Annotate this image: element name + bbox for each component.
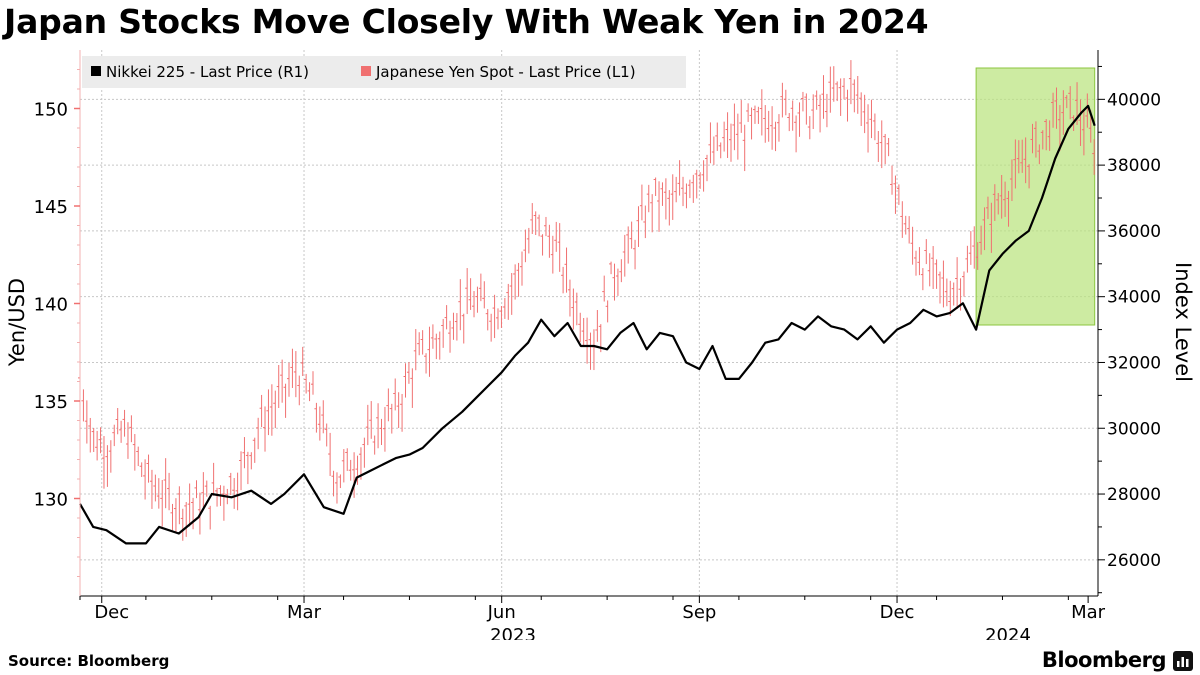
left-tick-label: 145: [34, 197, 68, 218]
source-note: Source: Bloomberg: [8, 652, 170, 670]
x-tick-label: Sep: [682, 602, 716, 623]
right-tick-label: 30000: [1107, 419, 1161, 439]
left-tick-label: 150: [34, 100, 68, 121]
left-tick-label: 140: [34, 295, 68, 316]
left-axis-label: Yen/USD: [5, 278, 29, 367]
bloomberg-icon: [1173, 651, 1193, 671]
right-axis-label: Index Level: [1171, 262, 1195, 382]
brand-logo: Bloomberg: [1041, 648, 1167, 672]
x-tick-label: Mar: [287, 602, 322, 623]
legend-label-nikkei: Nikkei 225 - Last Price (R1): [106, 63, 309, 81]
legend-swatch-nikkei: [91, 66, 101, 76]
right-tick-label: 28000: [1107, 485, 1161, 505]
right-tick-label: 38000: [1107, 156, 1161, 176]
x-tick-label: Dec: [94, 602, 129, 623]
nikkei-line: [79, 104, 1096, 545]
year-label-2024: 2024: [985, 625, 1031, 640]
chart-title: Japan Stocks Move Closely With Weak Yen …: [4, 2, 929, 41]
gridlines: [80, 50, 1098, 596]
x-tick-label: Jun: [487, 602, 516, 623]
year-label-2023: 2023: [490, 625, 536, 640]
right-tick-label: 32000: [1107, 353, 1161, 373]
right-tick-label: 40000: [1107, 90, 1161, 110]
x-tick-label: Mar: [1071, 602, 1106, 623]
right-tick-label: 34000: [1107, 288, 1161, 308]
legend: Nikkei 225 - Last Price (R1) Japanese Ye…: [82, 56, 686, 88]
right-tick-label: 26000: [1107, 551, 1161, 571]
right-tick-label: 36000: [1107, 222, 1161, 242]
legend-swatch-yen: [361, 66, 371, 76]
left-tick-label: 130: [34, 490, 68, 511]
axes: 130 135 140 145 150 26000 28000 30000 32000 34000…: [34, 50, 1161, 623]
chart: 130 135 140 145 150 26000 28000 30000 32000 34000…: [5, 50, 1195, 640]
left-tick-label: 135: [34, 392, 68, 413]
yen-series: [78, 60, 1095, 541]
x-tick-label: Dec: [880, 602, 915, 623]
highlight-box: [975, 67, 1096, 326]
legend-label-yen: Japanese Yen Spot - Last Price (L1): [375, 63, 636, 81]
